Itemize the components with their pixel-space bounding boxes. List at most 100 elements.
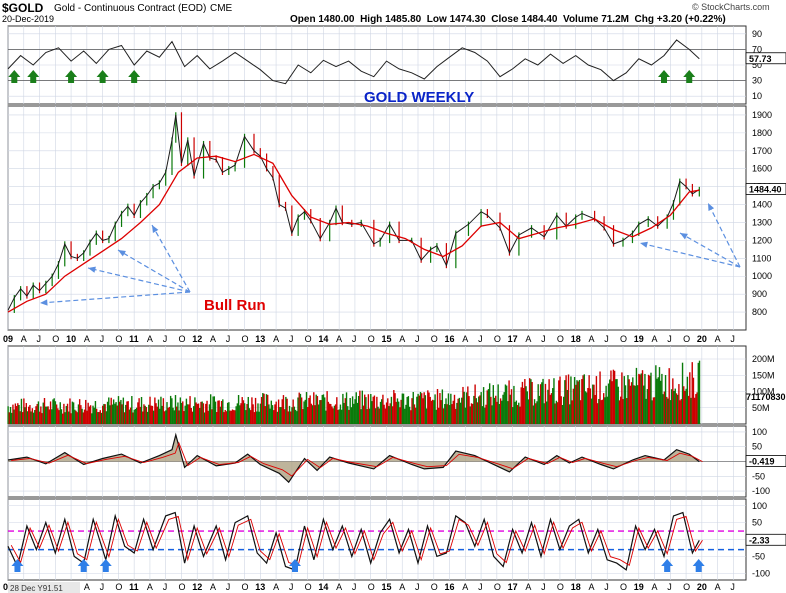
volume-bar: [26, 411, 29, 424]
x-tick-label: O: [178, 334, 185, 344]
volume-bar: [633, 385, 635, 424]
volume-bar: [52, 399, 54, 424]
volume-bar: [234, 410, 236, 424]
x-tick-label-bottom: A: [336, 582, 342, 592]
volume-bar: [653, 397, 656, 424]
volume-bar: [488, 383, 491, 424]
y-tick-label-volume: 100M: [752, 387, 775, 397]
volume-bar: [299, 393, 302, 424]
x-tick-label-bottom: 20: [697, 582, 707, 592]
x-tick-label: A: [273, 334, 279, 344]
volume-bar: [535, 403, 537, 424]
volume-bar: [561, 405, 564, 424]
volume-bar: [576, 380, 578, 424]
volume-bar: [85, 399, 87, 424]
volume-bar: [326, 391, 328, 424]
volume-bar: [406, 396, 408, 424]
x-tick-label-bottom: 11: [129, 582, 139, 592]
bull-arrow: [87, 267, 191, 293]
x-tick-label: O: [557, 334, 564, 344]
volume-bar: [92, 405, 94, 424]
volume-bar: [152, 410, 155, 424]
volume-bar: [441, 389, 444, 424]
volume-bar: [404, 408, 406, 424]
volume-bar: [200, 401, 202, 424]
volume-bar: [636, 385, 639, 424]
volume-bar: [417, 393, 419, 424]
volume-bar: [658, 367, 661, 424]
volume-bar: [562, 396, 565, 424]
volume-bar: [102, 405, 104, 424]
volume-bar: [374, 408, 377, 424]
volume-bar: [172, 407, 174, 424]
y-tick-label-rsi: 30: [752, 76, 762, 86]
y-tick-label-macd: -100: [752, 486, 770, 496]
volume-bar: [351, 396, 354, 424]
volume-bar: [224, 409, 226, 424]
volume-bar: [316, 396, 319, 424]
volume-bar: [64, 412, 66, 424]
volume-bar: [549, 394, 552, 424]
volume-bar: [253, 412, 256, 424]
volume-bar: [35, 406, 37, 424]
volume-bar: [225, 411, 228, 424]
volume-bar: [675, 393, 678, 424]
volume-bar: [674, 388, 676, 424]
volume-bar: [634, 385, 636, 424]
volume-bar: [247, 396, 249, 424]
x-tick-label: A: [336, 334, 342, 344]
volume-bar: [98, 411, 100, 424]
volume-bar: [212, 396, 214, 424]
volume-bar: [263, 393, 265, 424]
volume-bar: [690, 397, 692, 424]
volume-bar: [505, 385, 508, 424]
volume-bar: [109, 405, 111, 424]
volume-bar: [268, 404, 270, 424]
x-tick-label: J: [541, 334, 546, 344]
chg-value: +3.20 (+0.22%): [656, 14, 726, 25]
volume-bar: [378, 408, 380, 424]
x-tick-label: A: [652, 334, 658, 344]
x-tick-label-bottom: O: [557, 582, 564, 592]
y-tick-label-macd: 50: [752, 442, 762, 452]
volume-bar: [532, 405, 535, 424]
volume-bar: [266, 394, 269, 424]
volume-bar: [518, 402, 520, 424]
volume-bar: [223, 412, 225, 424]
x-tick-label-bottom: 13: [255, 582, 265, 592]
volume-bar: [393, 390, 395, 424]
x-tick-label-bottom: J: [604, 582, 609, 592]
x-tick-label: A: [21, 334, 27, 344]
volume-bar: [93, 407, 95, 424]
volume-bar: [13, 409, 15, 424]
volume-bar: [75, 410, 77, 424]
volume-bar: [577, 381, 579, 424]
volume-bar: [503, 392, 505, 424]
volume-bar: [387, 398, 389, 424]
volume-bar: [88, 406, 91, 424]
volume-bar: [287, 411, 290, 424]
volume-bar: [308, 397, 310, 424]
bull-arrow: [117, 249, 191, 293]
volume-bar: [154, 397, 156, 424]
volume-bar: [668, 368, 670, 424]
volume-bar: [354, 399, 356, 424]
volume-bar: [242, 400, 245, 424]
volume-bar: [290, 411, 292, 424]
volume-bar: [252, 404, 254, 424]
volume-bar: [78, 399, 81, 424]
volume-bar: [20, 398, 23, 424]
volume-bar: [487, 389, 490, 424]
volume-bar: [669, 400, 672, 424]
volume-bar: [660, 380, 662, 424]
volume-bar: [220, 401, 223, 424]
volume-bar: [313, 392, 315, 424]
volume-bar: [650, 372, 652, 424]
volume-bar: [121, 404, 123, 424]
volume-bar: [339, 404, 342, 424]
volume-bar: [243, 403, 246, 424]
volume-bar: [602, 393, 605, 424]
volume-bar: [235, 406, 237, 424]
volume-bar: [425, 408, 428, 424]
volume-bar: [461, 397, 463, 424]
